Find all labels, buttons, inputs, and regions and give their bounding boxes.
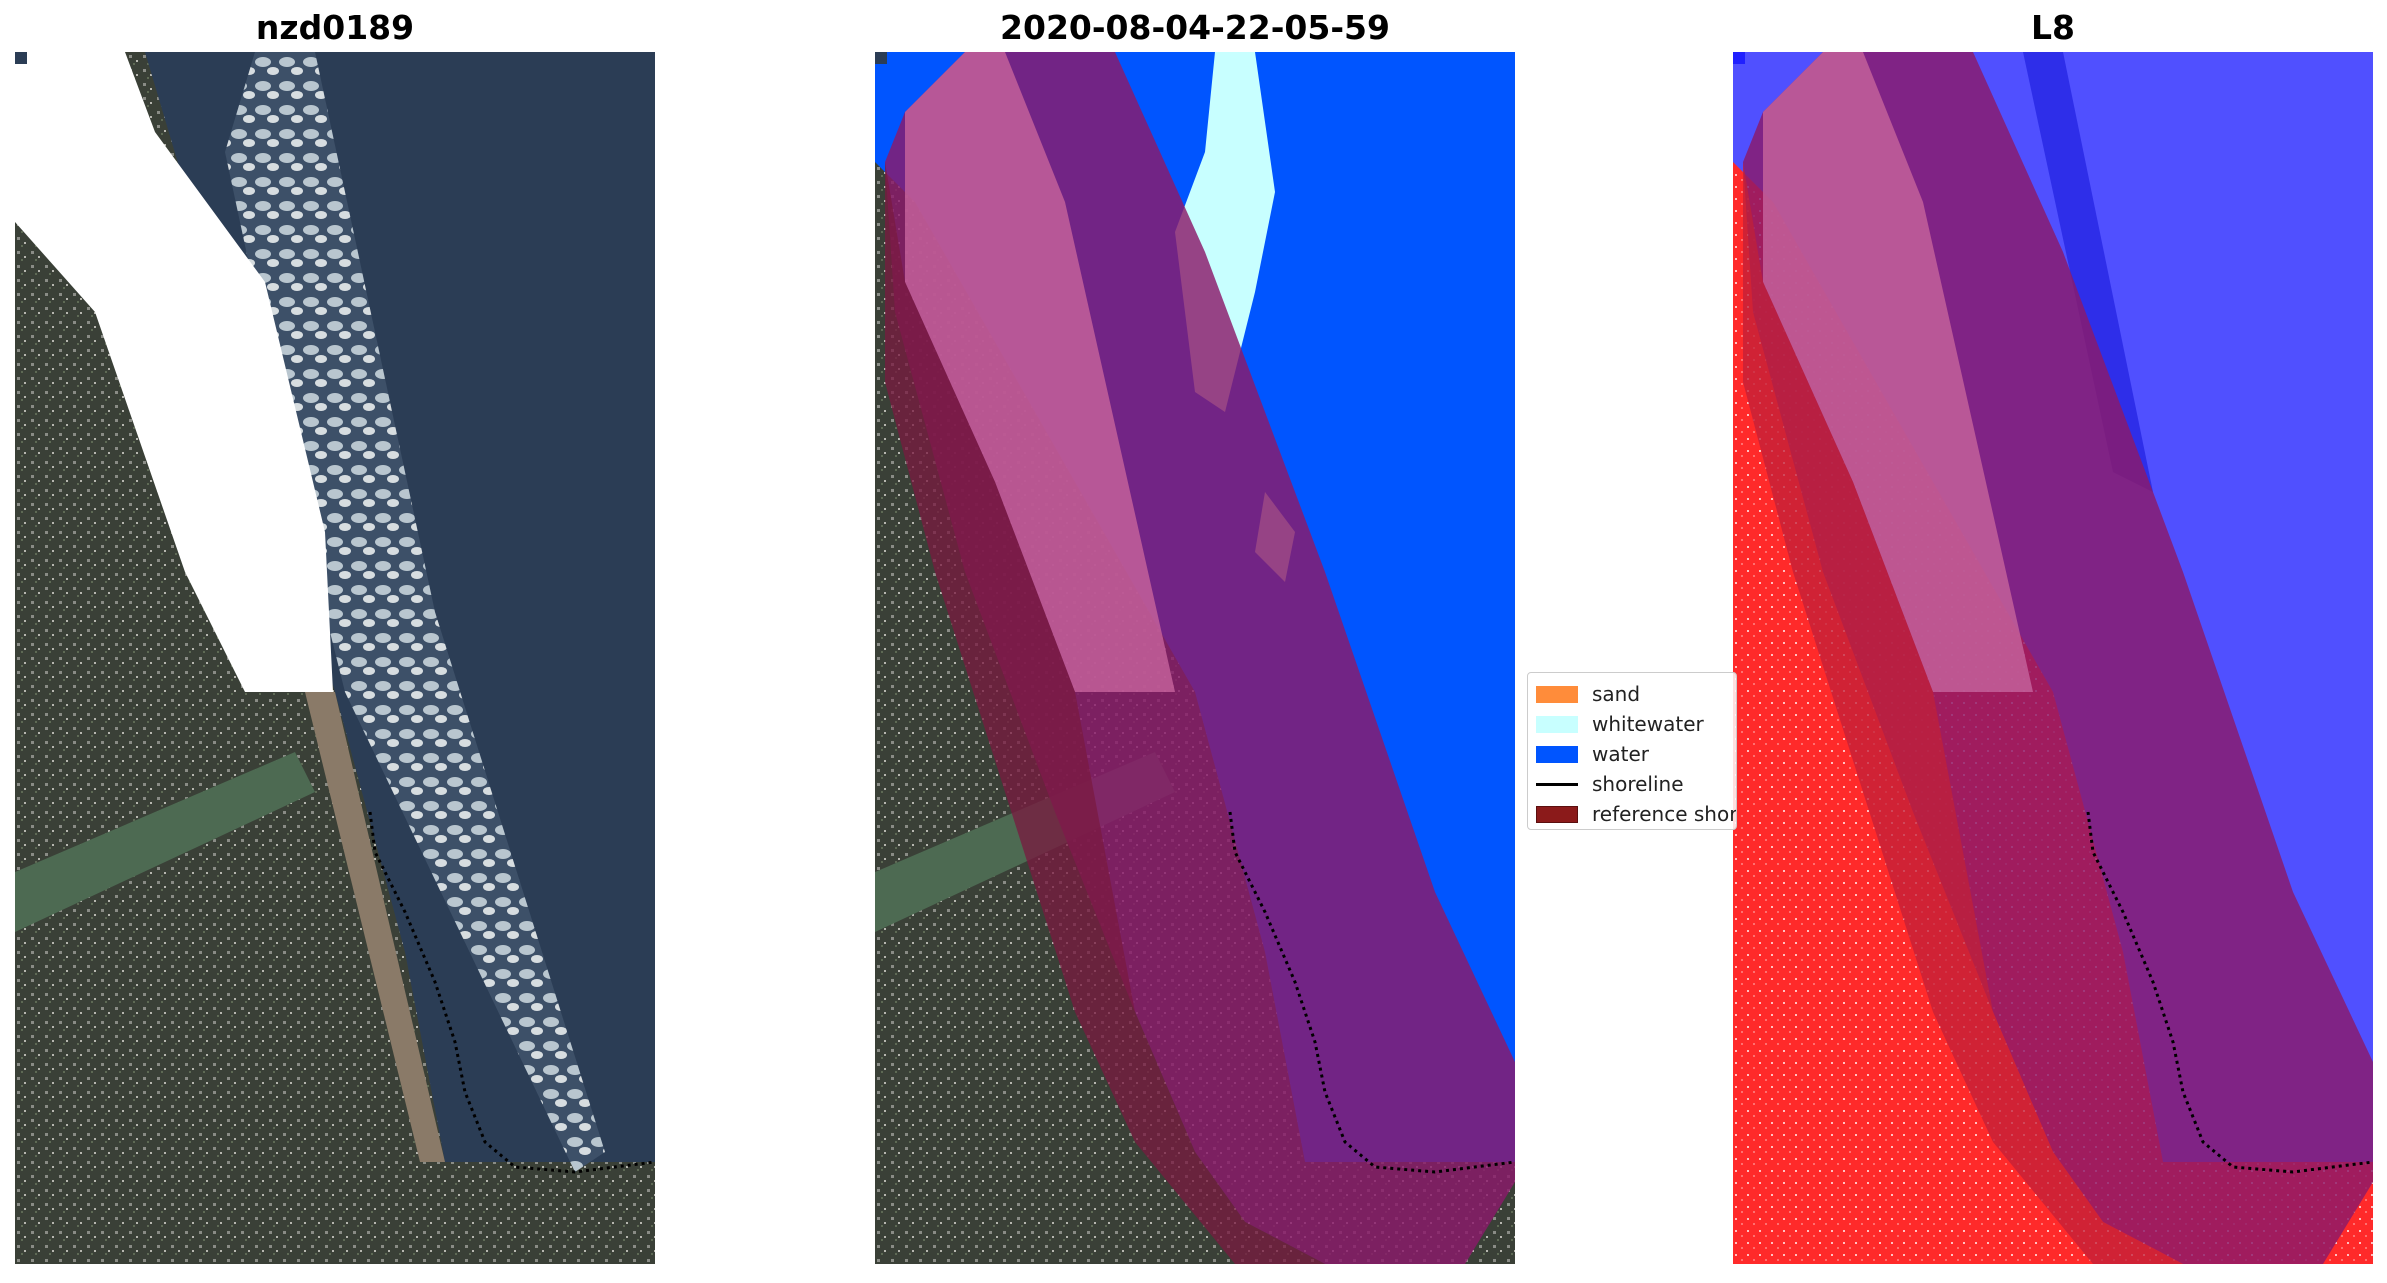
index-panel	[1733, 52, 2373, 1264]
legend-label: whitewater	[1592, 712, 1704, 736]
buffer-land-tone	[1743, 162, 2183, 1264]
classification-image	[875, 52, 1515, 1264]
beach-strip	[305, 692, 445, 1162]
legend-item-water: water	[1536, 739, 1736, 769]
river-channel	[15, 752, 315, 932]
legend-item-sand: sand	[1536, 679, 1736, 709]
legend-item-shoreline: shoreline	[1536, 769, 1736, 799]
legend-label: shoreline	[1592, 772, 1684, 796]
corner-marker	[1733, 52, 1745, 64]
legend-item-whitewater: whitewater	[1536, 709, 1736, 739]
legend-item-reference-shoreline: reference shoreline	[1536, 799, 1736, 829]
water-swatch	[1536, 745, 1578, 763]
surf-index-streak	[2023, 52, 2153, 492]
shoreline-line-swatch	[1536, 782, 1578, 786]
panel-title-rgb: nzd0189	[255, 8, 415, 47]
sand-swatch	[1536, 685, 1578, 703]
detected-shoreline	[1228, 811, 1515, 1174]
detected-shoreline	[368, 811, 655, 1174]
corner-marker	[15, 52, 27, 64]
legend: sand whitewater water shoreline referenc…	[1527, 672, 1737, 830]
buffer-land-tone	[885, 162, 1325, 1264]
legend-label: water	[1592, 742, 1649, 766]
classification-panel	[875, 52, 1515, 1264]
whitewater-swatch	[1536, 715, 1578, 733]
no-data-mask	[15, 52, 333, 692]
reference-buffer-inner	[905, 52, 1175, 692]
surf-zone	[225, 52, 605, 1172]
rgb-image-panel	[15, 52, 655, 1264]
legend-label: sand	[1592, 682, 1641, 706]
reference-shoreline-swatch	[1536, 805, 1578, 823]
detected-shoreline	[2086, 811, 2373, 1174]
legend-label: reference shoreline	[1592, 802, 1737, 826]
panel-title-classification: 2020-08-04-22-05-59	[1000, 8, 1390, 47]
index-image	[1733, 52, 2373, 1264]
reference-buffer-inner	[1763, 52, 2033, 692]
corner-marker	[875, 52, 887, 64]
panel-title-index: L8	[2031, 8, 2075, 47]
rgb-satellite-image	[15, 52, 655, 1264]
